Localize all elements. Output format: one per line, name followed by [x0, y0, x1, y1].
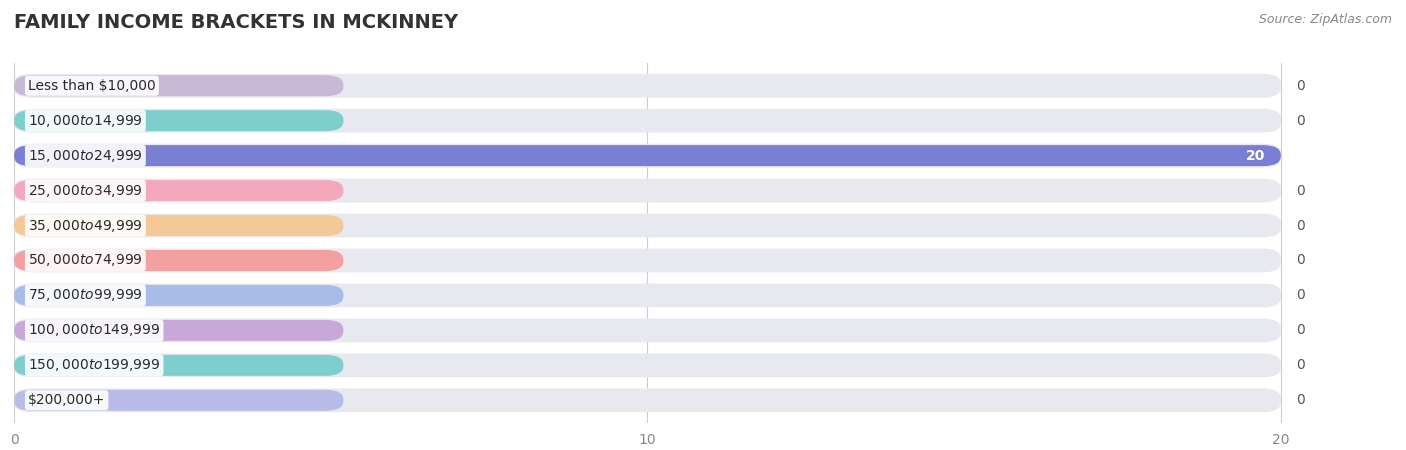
FancyBboxPatch shape: [14, 179, 1281, 202]
Text: 0: 0: [1296, 393, 1305, 407]
FancyBboxPatch shape: [14, 285, 343, 306]
FancyBboxPatch shape: [14, 388, 1281, 412]
Text: $25,000 to $34,999: $25,000 to $34,999: [28, 183, 143, 198]
Text: 0: 0: [1296, 79, 1305, 93]
Text: $75,000 to $99,999: $75,000 to $99,999: [28, 288, 143, 303]
FancyBboxPatch shape: [14, 109, 1281, 133]
Text: $35,000 to $49,999: $35,000 to $49,999: [28, 217, 143, 234]
Text: 20: 20: [1246, 148, 1265, 162]
FancyBboxPatch shape: [14, 284, 1281, 307]
Text: 0: 0: [1296, 184, 1305, 198]
FancyBboxPatch shape: [14, 320, 343, 341]
Text: Less than $10,000: Less than $10,000: [28, 79, 156, 93]
FancyBboxPatch shape: [14, 180, 343, 201]
Text: 0: 0: [1296, 288, 1305, 302]
FancyBboxPatch shape: [14, 74, 1281, 98]
FancyBboxPatch shape: [14, 215, 343, 236]
Text: $100,000 to $149,999: $100,000 to $149,999: [28, 322, 160, 338]
FancyBboxPatch shape: [14, 144, 1281, 167]
FancyBboxPatch shape: [14, 75, 343, 96]
FancyBboxPatch shape: [14, 145, 1281, 166]
FancyBboxPatch shape: [14, 390, 343, 411]
Text: $50,000 to $74,999: $50,000 to $74,999: [28, 252, 143, 269]
FancyBboxPatch shape: [14, 248, 1281, 272]
FancyBboxPatch shape: [14, 110, 343, 131]
FancyBboxPatch shape: [14, 250, 343, 271]
FancyBboxPatch shape: [14, 353, 1281, 377]
Text: $150,000 to $199,999: $150,000 to $199,999: [28, 357, 160, 374]
FancyBboxPatch shape: [14, 355, 343, 376]
Text: FAMILY INCOME BRACKETS IN MCKINNEY: FAMILY INCOME BRACKETS IN MCKINNEY: [14, 14, 458, 32]
Text: 0: 0: [1296, 219, 1305, 233]
Text: Source: ZipAtlas.com: Source: ZipAtlas.com: [1258, 14, 1392, 27]
Text: 0: 0: [1296, 324, 1305, 338]
Text: 0: 0: [1296, 114, 1305, 128]
Text: 0: 0: [1296, 358, 1305, 372]
FancyBboxPatch shape: [14, 214, 1281, 238]
Text: $15,000 to $24,999: $15,000 to $24,999: [28, 148, 143, 164]
FancyBboxPatch shape: [14, 319, 1281, 342]
Text: $10,000 to $14,999: $10,000 to $14,999: [28, 112, 143, 129]
Text: 0: 0: [1296, 253, 1305, 267]
Text: $200,000+: $200,000+: [28, 393, 105, 407]
